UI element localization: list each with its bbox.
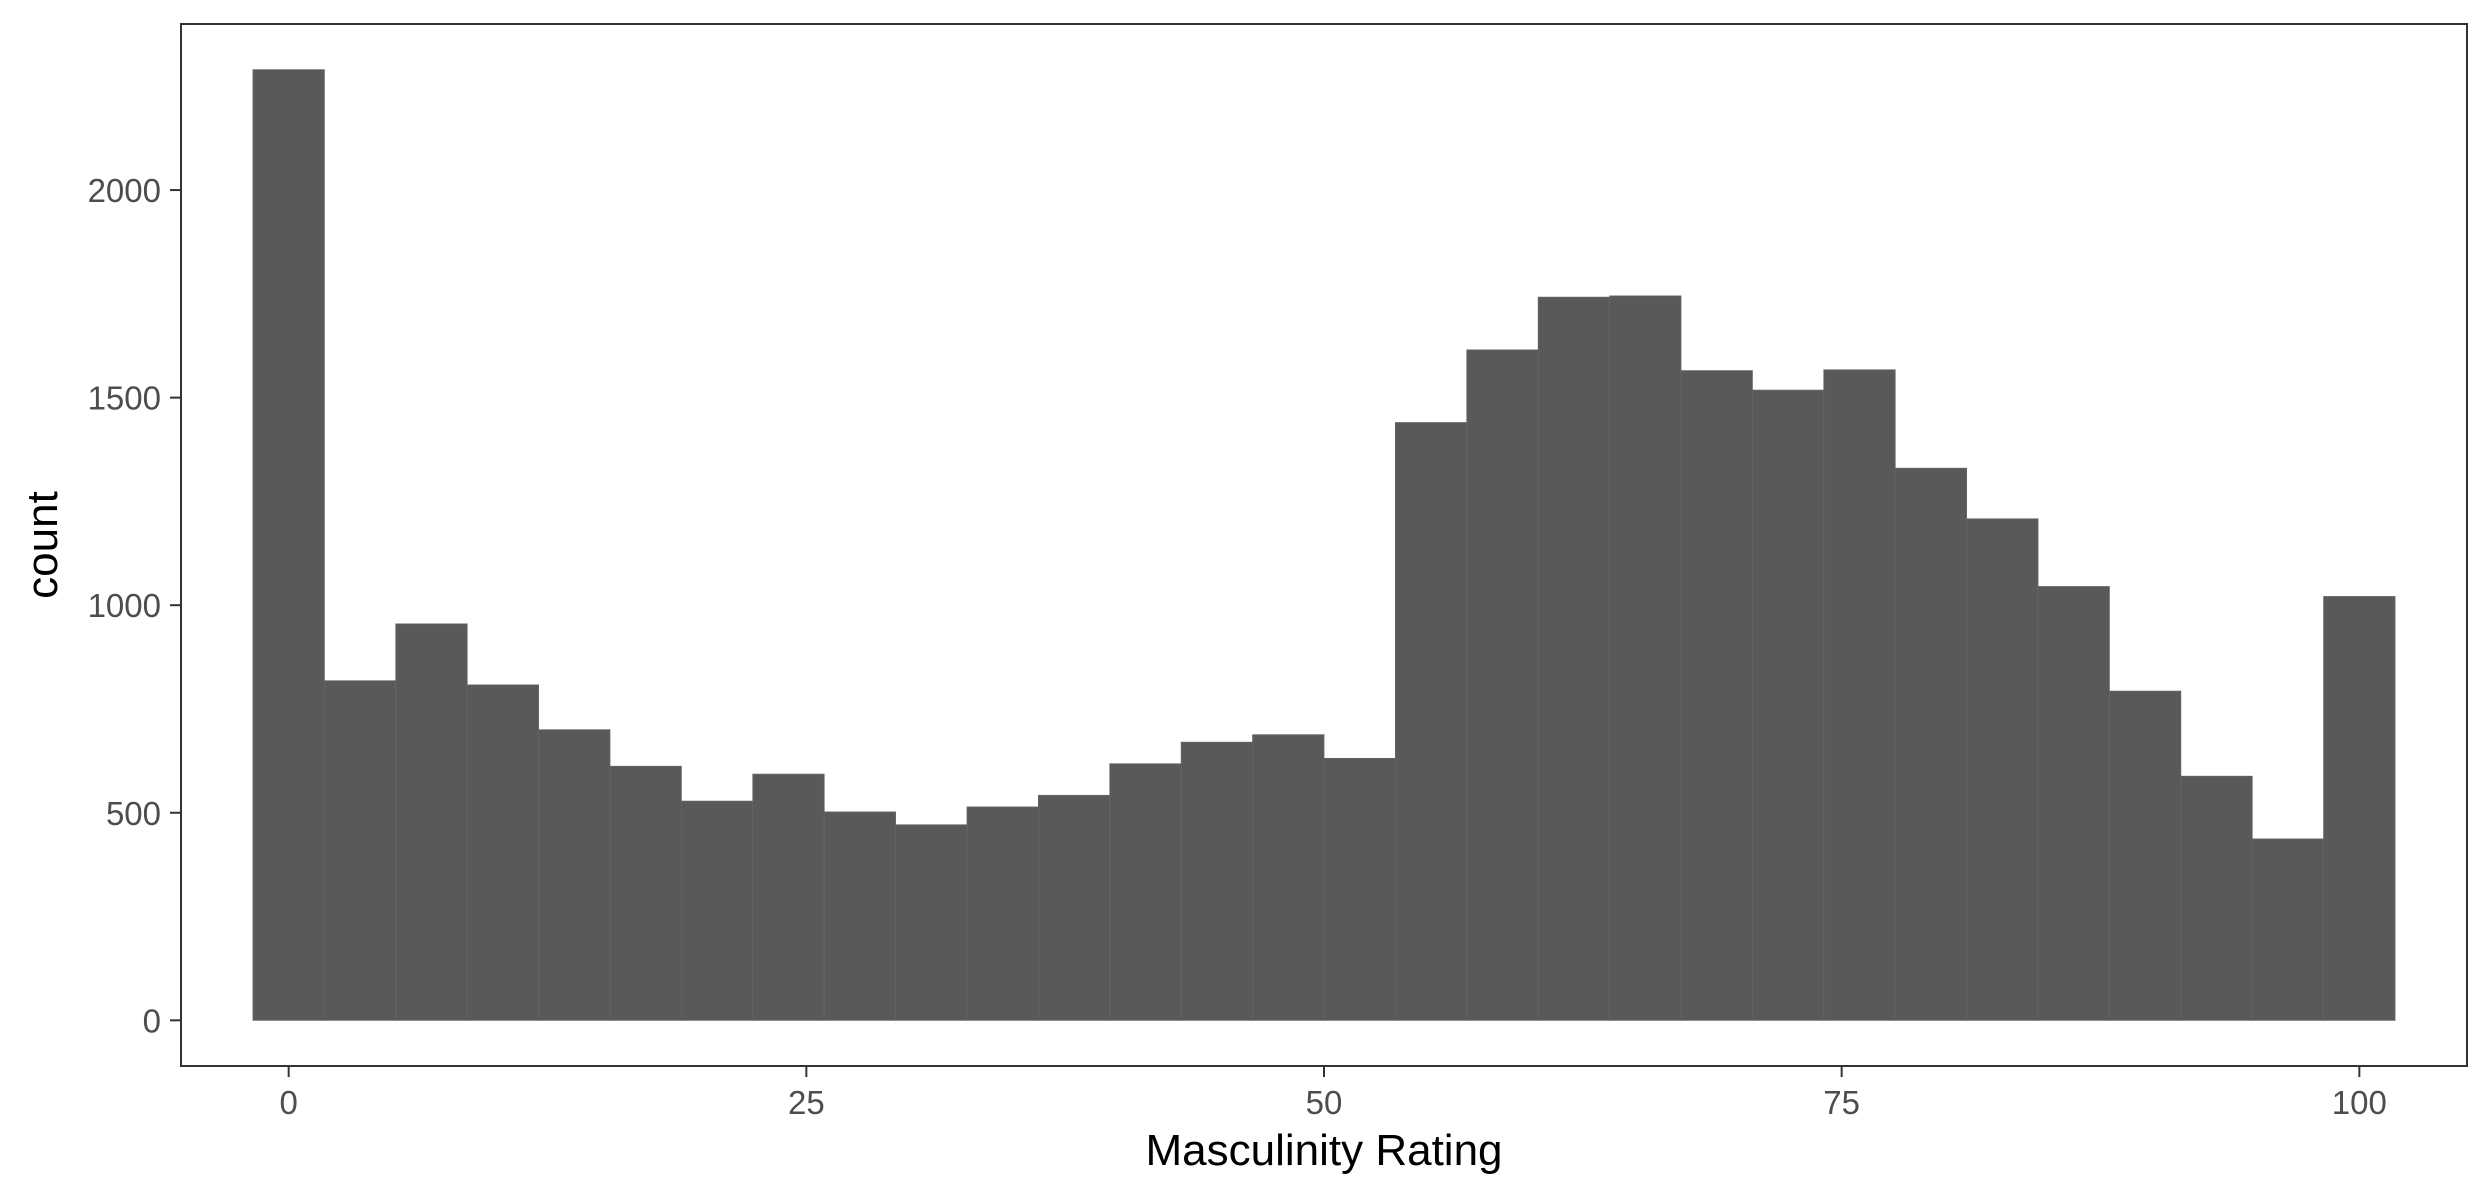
x-tick-label: 0: [279, 1084, 297, 1121]
histogram-bar: [609, 765, 682, 1021]
x-tick-label: 50: [1306, 1084, 1343, 1121]
histogram-bar: [966, 806, 1039, 1021]
x-axis-title: Masculinity Rating: [1145, 1126, 1502, 1175]
histogram-bar: [1037, 794, 1111, 1021]
histogram-bar: [538, 729, 611, 1021]
histogram-bar: [1680, 370, 1753, 1021]
histogram-bar: [466, 684, 539, 1021]
histogram-bar: [823, 811, 896, 1021]
histogram-bar: [2323, 596, 2396, 1021]
y-tick-label: 1500: [88, 380, 161, 417]
y-tick-label: 500: [106, 795, 161, 832]
histogram-bar: [2037, 586, 2110, 1021]
y-tick-label: 2000: [88, 172, 161, 209]
histogram-bar: [752, 773, 825, 1021]
histogram-bar: [1966, 518, 2039, 1021]
histogram-bar: [1252, 734, 1325, 1021]
histogram-bar: [1323, 757, 1396, 1021]
histogram-bar: [1537, 296, 1611, 1021]
histogram-bar: [1109, 763, 1182, 1021]
y-tick-label: 0: [143, 1002, 161, 1039]
histogram-bar: [1466, 349, 1539, 1021]
histogram-bar: [2180, 775, 2253, 1021]
histogram-bar: [252, 69, 325, 1021]
y-axis-title: count: [18, 491, 67, 599]
x-tick-label: 100: [2332, 1084, 2387, 1121]
histogram-bar: [395, 623, 468, 1021]
x-tick-label: 25: [788, 1084, 825, 1121]
histogram-bar: [2251, 838, 2325, 1021]
histogram-bar: [680, 800, 754, 1021]
y-axis: 0 500 1000 1500 2000: [88, 172, 181, 1039]
histogram-bar: [2109, 690, 2182, 1021]
bars-group: [252, 69, 2396, 1021]
histogram-bar: [1752, 389, 1825, 1021]
histogram-bar: [1180, 741, 1254, 1021]
x-axis: 0 25 50 75 100: [279, 1066, 2387, 1121]
histogram-bar: [1894, 467, 1968, 1021]
histogram-bar: [1609, 295, 1682, 1021]
histogram-bar: [1823, 369, 1896, 1021]
histogram-bar: [1395, 422, 1468, 1021]
histogram-bar: [323, 680, 397, 1021]
y-tick-label: 1000: [88, 587, 161, 624]
x-tick-label: 75: [1823, 1084, 1860, 1121]
histogram-bar: [895, 824, 968, 1021]
